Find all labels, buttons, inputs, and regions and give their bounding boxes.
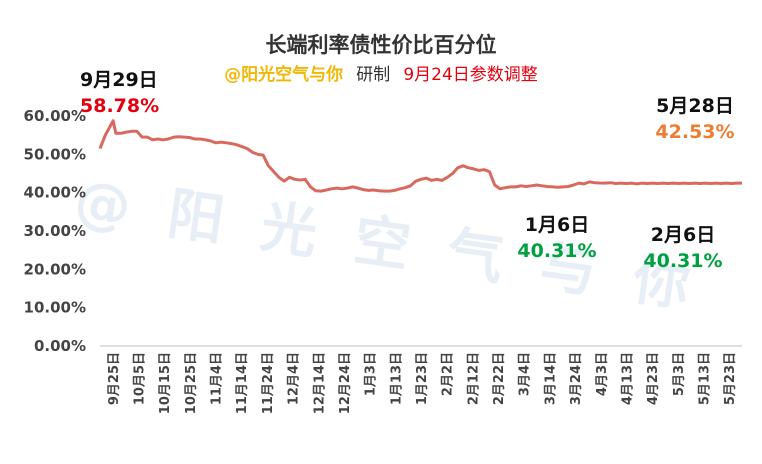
x-tick-label: 12月4日 xyxy=(287,352,302,405)
x-tick-label: 11月24日 xyxy=(261,352,276,414)
chart-title: 长端利率债性价比百分位 xyxy=(266,33,497,57)
annotation-value: 58.78% xyxy=(80,95,159,117)
series-line xyxy=(98,119,742,193)
annotation-date: 5月28日 xyxy=(656,95,734,117)
chart-subtitle: @阳光空气与你 研制 9月24日参数调整 xyxy=(224,64,538,85)
x-tick-label: 9月25日 xyxy=(107,352,122,405)
x-tick-label: 2月12日 xyxy=(466,352,481,405)
annotation-date: 1月6日 xyxy=(525,214,589,236)
y-tick-label: 0.00% xyxy=(34,337,86,355)
x-tick-label: 12月24日 xyxy=(338,352,353,414)
x-tick-label: 3月4日 xyxy=(518,352,533,396)
x-tick-label: 1月23日 xyxy=(415,352,430,405)
subtitle-handle: @阳光空气与你 xyxy=(224,64,343,85)
x-tick-label: 10月25日 xyxy=(184,352,199,414)
subtitle-mid: 研制 xyxy=(356,65,390,85)
y-tick-label: 30.00% xyxy=(24,222,86,240)
y-tick-label: 50.00% xyxy=(24,145,86,163)
x-tick-label: 10月15日 xyxy=(158,352,173,414)
x-tick-label: 10月5日 xyxy=(133,352,148,405)
x-tick-label: 4月3日 xyxy=(595,352,610,396)
x-tick-label: 11月14日 xyxy=(235,352,250,414)
annotation-value: 40.31% xyxy=(643,250,722,272)
x-tick-label: 5月3日 xyxy=(672,352,687,396)
x-tick-label: 5月13日 xyxy=(697,352,712,405)
annotation-date: 2月6日 xyxy=(651,224,715,246)
x-tick-label: 3月14日 xyxy=(543,352,558,405)
subtitle-note: 9月24日参数调整 xyxy=(403,65,537,85)
x-tick-label: 12月14日 xyxy=(312,352,327,414)
annotation-date: 9月29日 xyxy=(80,69,158,91)
x-tick-label: 5月23日 xyxy=(723,352,738,405)
annotation-value: 40.31% xyxy=(517,240,596,262)
x-tick-label: 1月3日 xyxy=(364,352,379,396)
y-tick-label: 20.00% xyxy=(24,260,86,278)
x-tick-label: 4月23日 xyxy=(646,352,661,405)
series-layer xyxy=(98,119,742,193)
annotation-value: 42.53% xyxy=(655,121,734,143)
x-tick-label: 4月13日 xyxy=(620,352,635,405)
x-axis: 9月25日 10月5日 10月15日 10月25日 11月4日 11月14日 11月24日 1… xyxy=(100,345,742,414)
x-tick-label: 11月4日 xyxy=(210,352,225,405)
y-tick-label: 40.00% xyxy=(24,184,86,202)
x-tick-label: 3月24日 xyxy=(569,352,584,405)
x-tick-label: 2月22日 xyxy=(492,352,507,405)
x-tick-label: 1月13日 xyxy=(389,352,404,405)
y-tick-label: 10.00% xyxy=(24,299,86,317)
x-tick-label: 2月2日 xyxy=(441,352,456,396)
annotations-layer: 9月29日 58.78% 5月28日 42.53% 1月6日 40.31% 2月6日 40.3… xyxy=(80,69,735,272)
y-axis: 0.00% 10.00% 20.00% 30.00% 40.00% 50.00% 60.00… xyxy=(24,107,86,355)
y-tick-label: 60.00% xyxy=(24,107,86,125)
watermark-text: @阳光空气与你 xyxy=(71,169,732,325)
